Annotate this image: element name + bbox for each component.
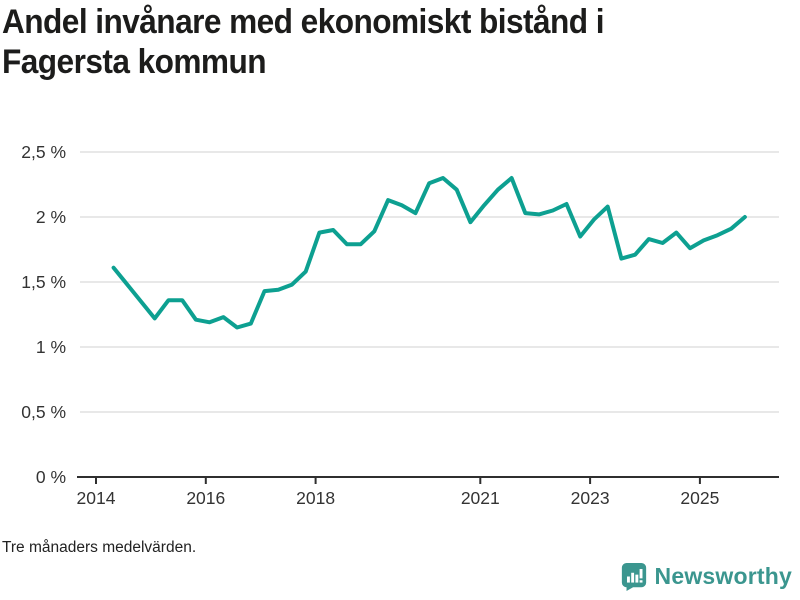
newsworthy-bubble-chart-icon xyxy=(621,562,646,591)
y-axis-tick-label: 2 % xyxy=(36,207,66,227)
newsworthy-wordmark: Newsworthy xyxy=(654,563,792,589)
chart-title-line2: Fagersta kommun xyxy=(2,43,267,81)
y-axis-tick-label: 1 % xyxy=(36,337,66,357)
x-axis-tick-label: 2016 xyxy=(186,488,225,508)
chart-footnote: Tre månaders medelvärden. xyxy=(2,539,197,556)
y-axis-tick-label: 2,5 % xyxy=(21,142,66,162)
y-axis-tick-label: 0,5 % xyxy=(21,402,66,422)
x-axis-tick-label: 2025 xyxy=(680,488,719,508)
newsworthy-logo: Newsworthy xyxy=(620,562,792,591)
y-axis-tick-label: 1,5 % xyxy=(21,272,66,292)
chart-title-line1: Andel invånare med ekonomiskt bistånd i xyxy=(2,3,605,41)
y-axis-tick-label: 0 % xyxy=(36,467,66,487)
x-axis-tick-label: 2018 xyxy=(296,488,335,508)
x-axis-tick-label: 2023 xyxy=(571,488,610,508)
trend-line xyxy=(111,176,747,330)
chart-title: Andel invånare med ekonomiskt bistånd i … xyxy=(2,2,755,82)
x-axis-tick-label: 2014 xyxy=(77,488,116,508)
x-axis-tick-label: 2021 xyxy=(461,488,500,508)
